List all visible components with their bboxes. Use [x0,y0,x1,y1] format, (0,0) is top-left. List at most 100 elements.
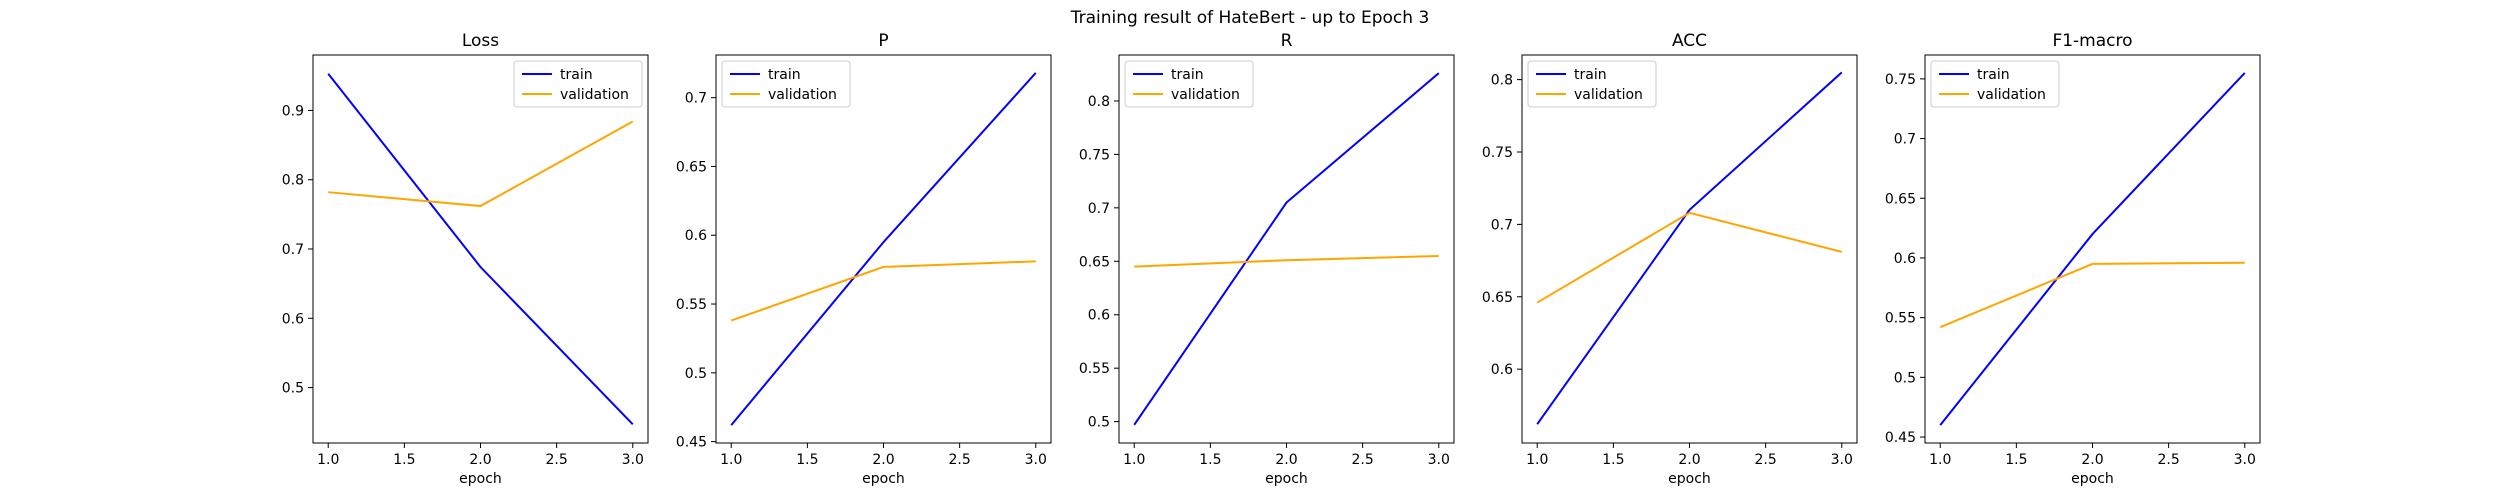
y-tick-label: 0.7 [282,242,304,258]
legend: train validation [1930,60,2060,108]
y-tick-label: 0.5 [685,366,707,382]
axes-frame [312,54,649,444]
x-tick-label: 1.0 [720,452,742,468]
series-line-train [730,72,1037,426]
subplot-2: R 1.0 1.5 2.0 2.5 3.0 0.5 0.55 0.6 0.65 0.7 0.75 0.8… [1079,31,1455,487]
x-tick-label: 1.5 [2005,452,2027,468]
y-tick-label: 0.8 [1491,73,1513,89]
y-tick-label: 0.65 [1885,191,1916,207]
subplot-4: F1-macro 1.0 1.5 2.0 2.5 3.0 0.45 0.5 0.55 0.6 0.6… [1885,31,2261,487]
x-tick-label: 3.0 [622,452,644,468]
x-tick-label: 1.5 [1199,452,1221,468]
legend-label-train: train [1171,67,1204,83]
subplot-title: ACC [1672,31,1707,51]
x-tick-label: 3.0 [1025,452,1047,468]
legend-box [721,60,851,108]
y-tick-label: 0.6 [685,228,707,244]
axes-frame [1118,54,1455,444]
legend-label-validation: validation [768,87,837,103]
legend-label-validation: validation [560,87,629,103]
x-axis-label: epoch [2071,471,2114,487]
legend-box [513,60,643,108]
y-tick-label: 0.9 [282,103,304,119]
y-tick-label: 0.7 [1894,132,1916,148]
y-tick-label: 0.5 [1894,370,1916,386]
subplot-title: Loss [462,31,499,51]
y-tick-label: 0.6 [1088,308,1110,324]
x-axis-label: epoch [1668,471,1711,487]
x-tick-label: 2.0 [469,452,491,468]
axes-frame [1924,54,2261,444]
x-tick-label: 1.0 [1526,452,1548,468]
subplot-3: ACC 1.0 1.5 2.0 2.5 3.0 0.6 0.65 0.7 0.75 0.8 epoch… [1482,31,1858,487]
x-tick-label: 3.0 [2234,452,2256,468]
x-tick-label: 2.5 [1755,452,1777,468]
y-tick-label: 0.55 [1079,361,1110,377]
x-axis-label: epoch [459,471,502,487]
series-line-train [1536,71,1843,425]
x-tick-label: 1.0 [317,452,339,468]
x-tick-label: 2.5 [1352,452,1374,468]
legend: train validation [1527,60,1657,108]
y-tick-label: 0.6 [1894,251,1916,267]
x-axis-label: epoch [1265,471,1308,487]
y-tick-label: 0.5 [282,381,304,397]
x-tick-label: 3.0 [1428,452,1450,468]
x-tick-label: 2.0 [1678,452,1700,468]
series-line-validation [730,260,1036,322]
series-line-train [327,73,634,425]
series-line-train [1939,72,2246,426]
legend-box [1124,60,1254,108]
y-tick-label: 0.75 [1482,145,1513,161]
y-tick-label: 0.6 [282,311,304,327]
y-tick-label: 0.55 [676,297,707,313]
legend-label-train: train [768,67,801,83]
subplot-title: R [1281,31,1293,51]
x-tick-label: 1.5 [796,452,818,468]
legend: train validation [721,60,851,108]
y-tick-label: 0.5 [1088,415,1110,431]
legend-label-validation: validation [1171,87,1240,103]
x-tick-label: 2.0 [2081,452,2103,468]
series-line-validation [1939,261,2245,329]
y-tick-label: 0.65 [1482,290,1513,306]
legend-box [1527,60,1657,108]
x-tick-label: 3.0 [1831,452,1853,468]
y-tick-label: 0.8 [1088,94,1110,110]
subplot-0: Loss 1.0 1.5 2.0 2.5 3.0 0.5 0.6 0.7 0.8 0.9 epoch t… [282,31,649,487]
series-line-validation [1536,211,1843,304]
x-tick-label: 2.5 [546,452,568,468]
y-tick-label: 0.55 [1885,311,1916,327]
axes-frame [1521,54,1858,444]
x-tick-label: 2.0 [872,452,894,468]
x-tick-label: 1.5 [1602,452,1624,468]
legend: train validation [1124,60,1254,108]
x-tick-label: 1.0 [1123,452,1145,468]
y-tick-label: 0.7 [1491,217,1513,233]
subplot-1: P 1.0 1.5 2.0 2.5 3.0 0.45 0.5 0.55 0.6 0.65 0.7 epo… [676,31,1052,487]
series-line-train [1133,72,1440,426]
x-tick-label: 1.0 [1929,452,1951,468]
series-line-validation [328,120,634,208]
y-tick-label: 0.65 [676,159,707,175]
y-tick-label: 0.6 [1491,362,1513,378]
y-tick-label: 0.65 [1079,254,1110,270]
legend-label-train: train [560,67,593,83]
x-axis-label: epoch [862,471,905,487]
subplot-title: P [878,31,888,51]
x-tick-label: 2.5 [949,452,971,468]
x-tick-label: 2.5 [2158,452,2180,468]
legend: train validation [513,60,643,108]
legend-label-train: train [1574,67,1607,83]
subplot-title: F1-macro [2052,31,2132,51]
x-tick-label: 2.0 [1275,452,1297,468]
legend-box [1930,60,2060,108]
y-tick-label: 0.8 [282,173,304,189]
y-tick-label: 0.7 [1088,201,1110,217]
y-tick-label: 0.7 [685,91,707,107]
y-tick-label: 0.75 [1885,72,1916,88]
figure-title: Training result of HateBert - up to Epoc… [1070,8,1430,28]
legend-label-validation: validation [1574,87,1643,103]
